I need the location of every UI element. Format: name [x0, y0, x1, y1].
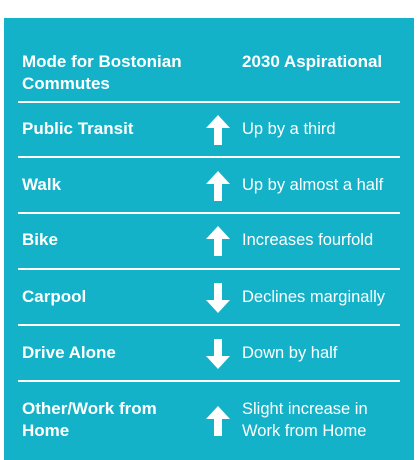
arrow-up-icon: [206, 115, 230, 145]
table-row: Walk Up by almost a half: [18, 158, 400, 214]
table-row: Carpool Declines marginally: [18, 270, 400, 326]
mode-label: Bike: [22, 229, 58, 251]
mode-label: Walk: [22, 174, 61, 196]
arrow-down-icon: [206, 339, 230, 369]
table-row: Drive Alone Down by half: [18, 326, 400, 382]
arrow-up-icon: [206, 226, 230, 256]
mode-label: Other/Work from Home: [22, 398, 197, 442]
change-label: Declines marginally: [242, 286, 385, 308]
change-label: Slight increase in Work from Home: [242, 398, 392, 442]
change-label: Increases fourfold: [242, 229, 373, 251]
arrow-down-icon: [206, 283, 230, 313]
change-label: Down by half: [242, 342, 337, 364]
arrow-up-icon: [206, 171, 230, 201]
table-row: Bike Increases fourfold: [18, 214, 400, 270]
header-row: [18, 18, 400, 103]
mode-label: Carpool: [22, 286, 86, 308]
table-row: Public Transit Up by a third: [18, 103, 400, 158]
commute-goals-table: Mode for Bostonian Commutes 2030 Aspirat…: [4, 18, 414, 460]
change-label: Up by almost a half: [242, 174, 383, 196]
mode-label: Drive Alone: [22, 342, 116, 364]
table-row: Other/Work from Home Slight increase in …: [18, 382, 400, 456]
mode-label: Public Transit: [22, 118, 133, 140]
arrow-up-icon: [206, 406, 230, 436]
change-label: Up by a third: [242, 118, 336, 140]
